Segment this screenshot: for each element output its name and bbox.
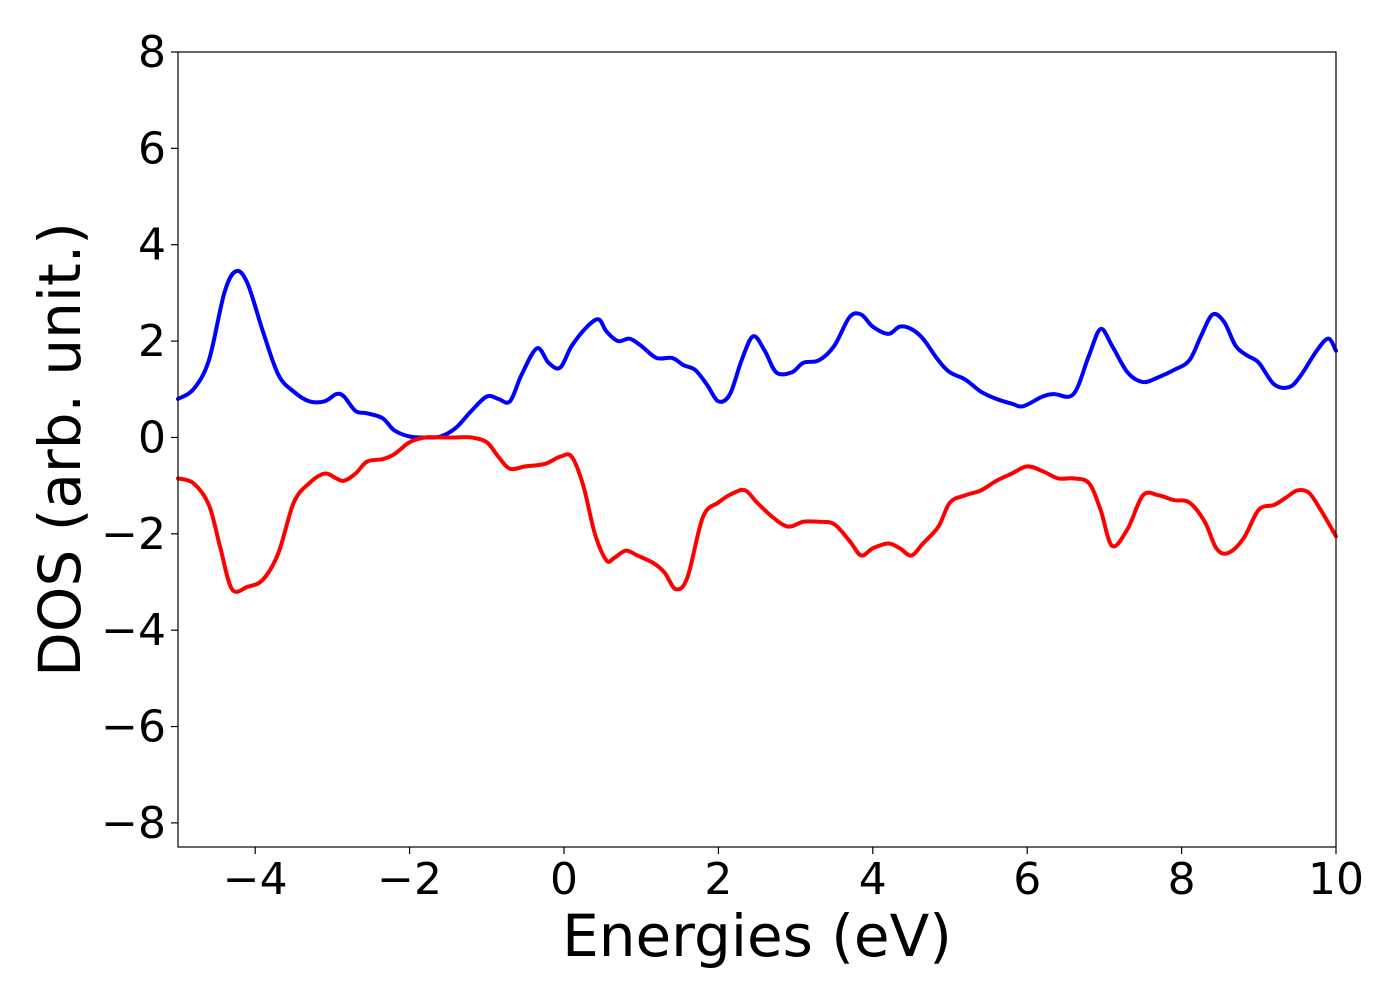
series-line-2 xyxy=(176,435,1338,594)
y-tick-label: 6 xyxy=(138,123,166,174)
y-tick-label: −6 xyxy=(101,702,166,753)
plot-frame xyxy=(177,51,1337,848)
x-tick-label: 8 xyxy=(1168,854,1196,905)
y-tick-label: −2 xyxy=(101,509,166,560)
x-tick-label: 4 xyxy=(859,854,887,905)
x-tick-label: 2 xyxy=(704,854,732,905)
x-tick-label: 10 xyxy=(1308,854,1364,905)
y-tick-label: 4 xyxy=(138,220,166,271)
x-tick-label: 0 xyxy=(550,854,578,905)
x-axis-title: Energies (eV) xyxy=(562,902,952,970)
y-axis-ticks: −8 −6 −4 −2 0 2 4 6 8 xyxy=(101,27,178,849)
y-tick-label: 0 xyxy=(138,412,166,463)
series-line-1 xyxy=(176,268,1338,440)
y-tick-label: −4 xyxy=(101,605,166,656)
x-tick-label: −2 xyxy=(377,854,442,905)
y-tick-label: −8 xyxy=(101,798,166,849)
series-layer xyxy=(176,268,1338,594)
y-axis-title: DOS (arb. unit.) xyxy=(26,222,94,677)
x-axis-ticks: −4 −2 0 2 4 6 8 10 xyxy=(223,847,1364,905)
x-tick-label: −4 xyxy=(223,854,288,905)
y-tick-label: 2 xyxy=(138,316,166,367)
y-tick-label: 8 xyxy=(138,27,166,78)
x-tick-label: 6 xyxy=(1013,854,1041,905)
